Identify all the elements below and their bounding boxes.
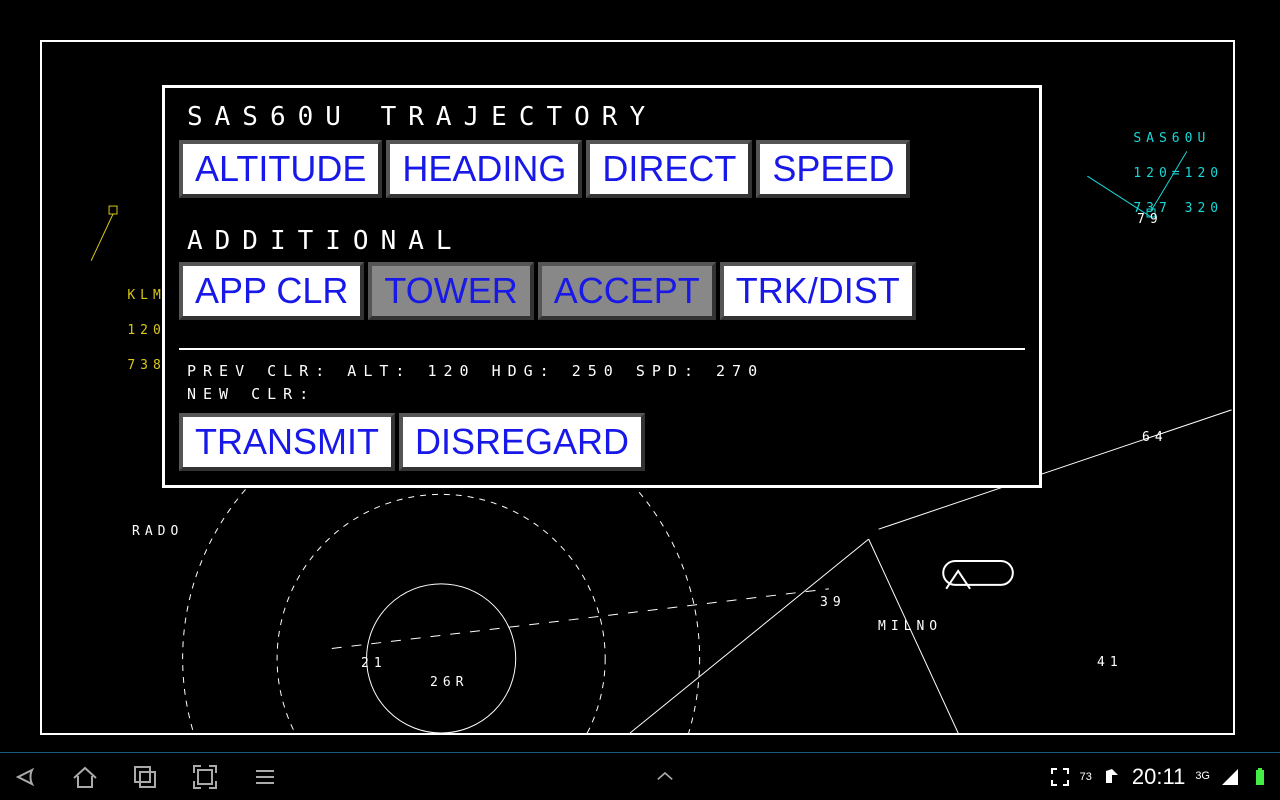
accept-button[interactable]: ACCEPT bbox=[538, 262, 716, 320]
home-icon[interactable] bbox=[70, 762, 100, 792]
play-store-icon bbox=[1102, 767, 1122, 787]
tower-button[interactable]: TOWER bbox=[368, 262, 533, 320]
direct-button[interactable]: DIRECT bbox=[586, 140, 752, 198]
signal-icon bbox=[1220, 767, 1240, 787]
waypoint-39: 39 bbox=[820, 595, 846, 610]
waypoint-rado: RADO bbox=[132, 524, 183, 539]
screenshot-icon[interactable] bbox=[190, 762, 220, 792]
menu-icon[interactable] bbox=[250, 762, 280, 792]
heading-button[interactable]: HEADING bbox=[386, 140, 582, 198]
clock: 20:11 bbox=[1132, 764, 1185, 790]
waypoint-64: 64 bbox=[1142, 430, 1168, 445]
trajectory-button-row: ALTITUDE HEADING DIRECT SPEED bbox=[173, 140, 1031, 198]
waypoint-21: 21 bbox=[361, 656, 387, 671]
aircraft-alt: 120=120 bbox=[1133, 166, 1223, 181]
additional-title: ADDITIONAL bbox=[173, 198, 1031, 262]
transmit-button[interactable]: TRANSMIT bbox=[179, 413, 395, 471]
additional-button-row: APP CLR TOWER ACCEPT TRK/DIST bbox=[173, 262, 1031, 320]
action-button-row: TRANSMIT DISREGARD bbox=[173, 413, 1031, 471]
waypoint-milno: MILNO bbox=[878, 619, 942, 634]
android-statusbar: 73 20:11 3G bbox=[0, 752, 1280, 800]
battery-icon bbox=[1250, 767, 1270, 787]
app-clr-button[interactable]: APP CLR bbox=[179, 262, 364, 320]
statusbar-right: 73 20:11 3G bbox=[1050, 764, 1270, 790]
speed-button[interactable]: SPEED bbox=[756, 140, 910, 198]
recents-icon[interactable] bbox=[130, 762, 160, 792]
dialog-title: SAS60U TRAJECTORY bbox=[173, 100, 1031, 140]
nav-buttons bbox=[10, 762, 280, 792]
expand-up-icon[interactable] bbox=[653, 762, 677, 792]
prev-clearance: PREV CLR: ALT: 120 HDG: 250 SPD: 270 bbox=[173, 360, 1031, 383]
waypoint-41: 41 bbox=[1097, 655, 1123, 670]
aircraft-id: SAS60U bbox=[1133, 131, 1210, 146]
altitude-button[interactable]: ALTITUDE bbox=[179, 140, 382, 198]
waypoint-26r: 26R bbox=[430, 675, 468, 690]
network-type: 3G bbox=[1195, 772, 1210, 782]
disregard-button[interactable]: DISREGARD bbox=[399, 413, 645, 471]
fullscreen-icon bbox=[1050, 767, 1070, 787]
statusbar-center bbox=[280, 762, 1050, 792]
back-icon[interactable] bbox=[10, 762, 40, 792]
dialog-divider bbox=[179, 348, 1025, 350]
trajectory-dialog: SAS60U TRAJECTORY ALTITUDE HEADING DIREC… bbox=[162, 85, 1042, 488]
new-clearance: NEW CLR: bbox=[173, 383, 1031, 406]
waypoint-79: 79 bbox=[1137, 212, 1163, 227]
notif-count: 73 bbox=[1080, 771, 1092, 783]
trk-dist-button[interactable]: TRK/DIST bbox=[720, 262, 916, 320]
